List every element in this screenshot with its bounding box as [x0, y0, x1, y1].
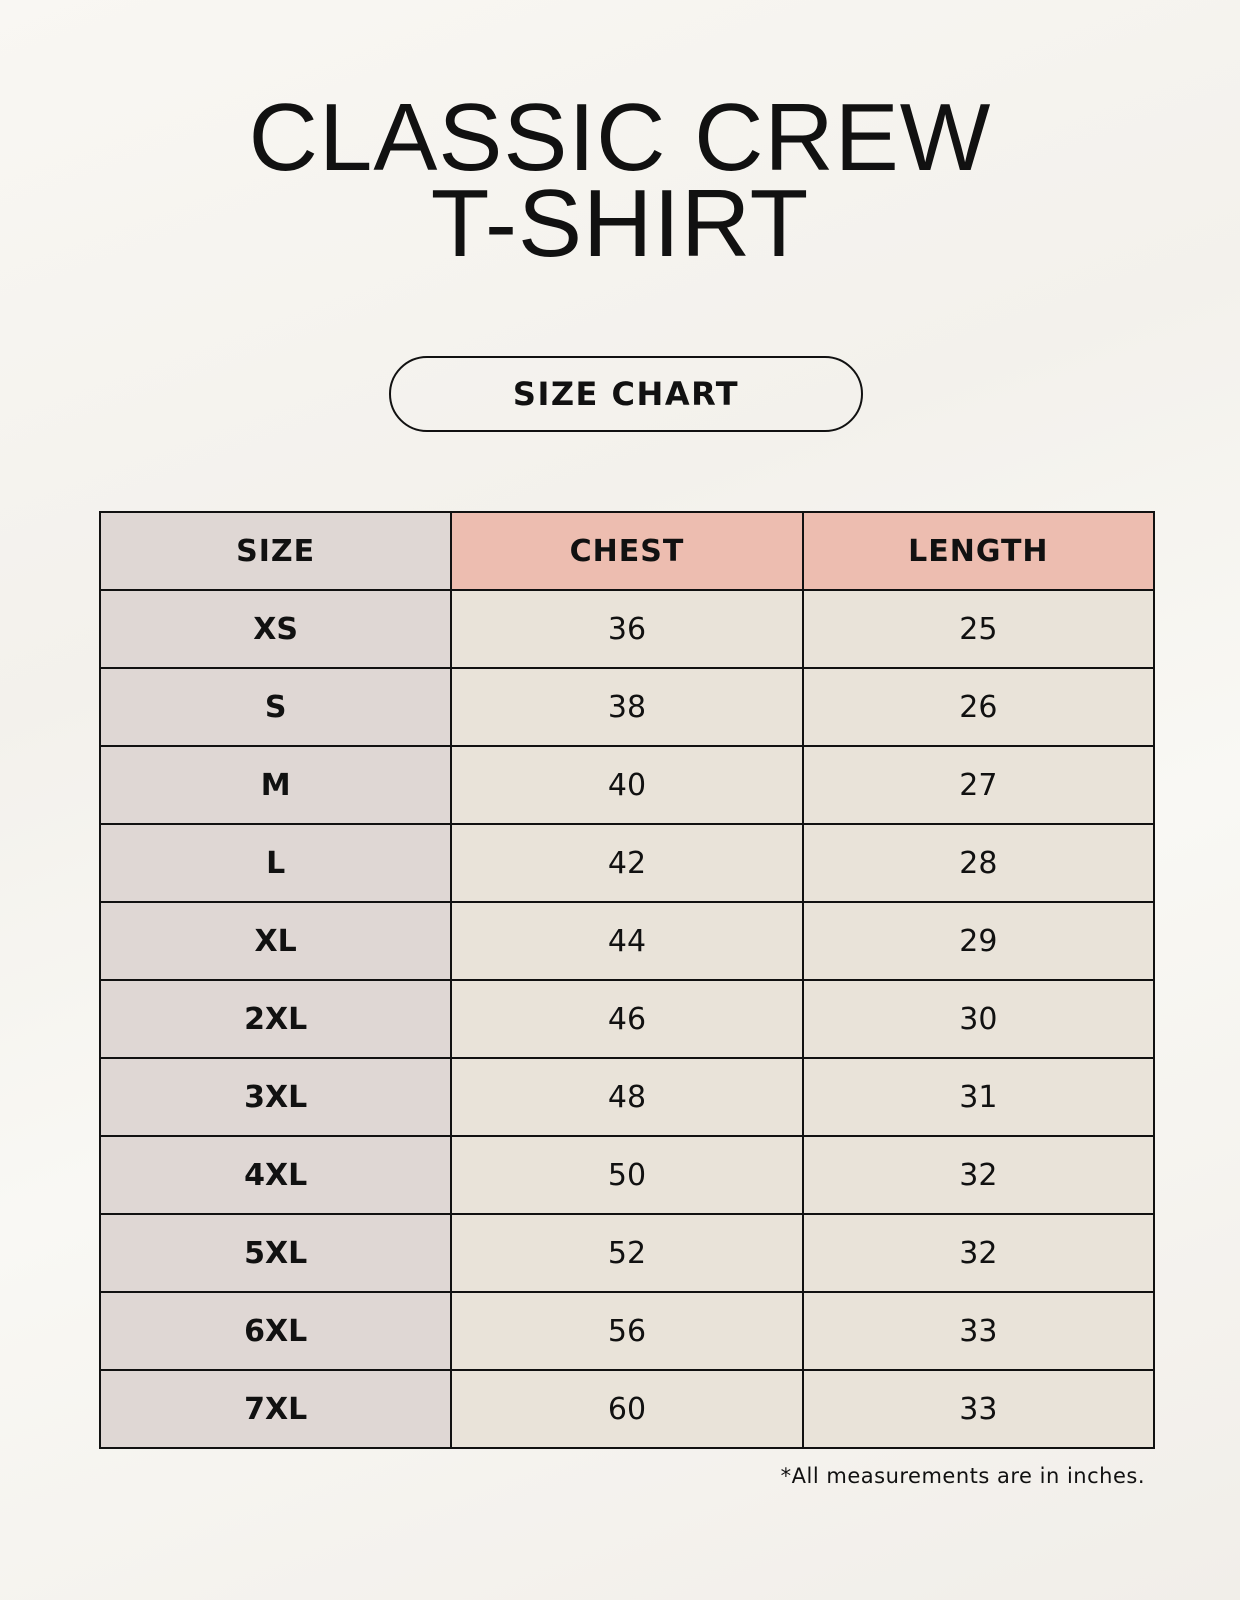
cell-length: 26	[801, 667, 1156, 747]
cell-size: 5XL	[98, 1213, 453, 1293]
cell-chest: 52	[450, 1213, 804, 1293]
cell-length: 31	[801, 1057, 1156, 1137]
header-chest: CHEST	[450, 511, 804, 591]
table-row: XS 36 25	[98, 589, 1156, 669]
cell-chest: 36	[450, 589, 804, 669]
table-row: XL 44 29	[98, 901, 1156, 981]
cell-length: 33	[801, 1291, 1156, 1371]
cell-chest: 60	[450, 1369, 804, 1449]
cell-chest: 50	[450, 1135, 804, 1215]
cell-size: 4XL	[98, 1135, 453, 1215]
cell-size: M	[98, 745, 453, 825]
cell-size: 7XL	[98, 1369, 453, 1449]
table-row: 5XL 52 32	[98, 1213, 1156, 1293]
header-length: LENGTH	[801, 511, 1156, 591]
title-line-2: T-SHIRT	[430, 170, 810, 277]
header-size: SIZE	[98, 511, 453, 591]
table-row: 7XL 60 33	[98, 1369, 1156, 1449]
table-row: S 38 26	[98, 667, 1156, 747]
cell-size: 3XL	[98, 1057, 453, 1137]
table-header-row: SIZE CHEST LENGTH	[98, 511, 1156, 591]
measurement-note: *All measurements are in inches.	[780, 1464, 1145, 1488]
cell-size: XL	[98, 901, 453, 981]
table-row: L 42 28	[98, 823, 1156, 903]
cell-chest: 46	[450, 979, 804, 1059]
cell-chest: 38	[450, 667, 804, 747]
cell-size: XS	[98, 589, 453, 669]
cell-length: 29	[801, 901, 1156, 981]
cell-chest: 42	[450, 823, 804, 903]
cell-chest: 44	[450, 901, 804, 981]
size-chart-badge: SIZE CHART	[389, 356, 863, 432]
table-row: M 40 27	[98, 745, 1156, 825]
cell-length: 27	[801, 745, 1156, 825]
title-line-1: CLASSIC CREW	[248, 84, 992, 191]
page-title: CLASSIC CREW T-SHIRT	[0, 84, 1240, 277]
cell-length: 25	[801, 589, 1156, 669]
cell-length: 28	[801, 823, 1156, 903]
table-row: 3XL 48 31	[98, 1057, 1156, 1137]
cell-chest: 56	[450, 1291, 804, 1371]
cell-length: 33	[801, 1369, 1156, 1449]
table-row: 4XL 50 32	[98, 1135, 1156, 1215]
size-table: SIZE CHEST LENGTH XS 36 25 S 38 26 M 40 27 L 42 28 X…	[98, 511, 1156, 1449]
cell-chest: 48	[450, 1057, 804, 1137]
cell-chest: 40	[450, 745, 804, 825]
cell-size: 2XL	[98, 979, 453, 1059]
cell-size: S	[98, 667, 453, 747]
cell-size: 6XL	[98, 1291, 453, 1371]
cell-length: 32	[801, 1135, 1156, 1215]
cell-size: L	[98, 823, 453, 903]
cell-length: 30	[801, 979, 1156, 1059]
table-row: 6XL 56 33	[98, 1291, 1156, 1371]
cell-length: 32	[801, 1213, 1156, 1293]
table-row: 2XL 46 30	[98, 979, 1156, 1059]
